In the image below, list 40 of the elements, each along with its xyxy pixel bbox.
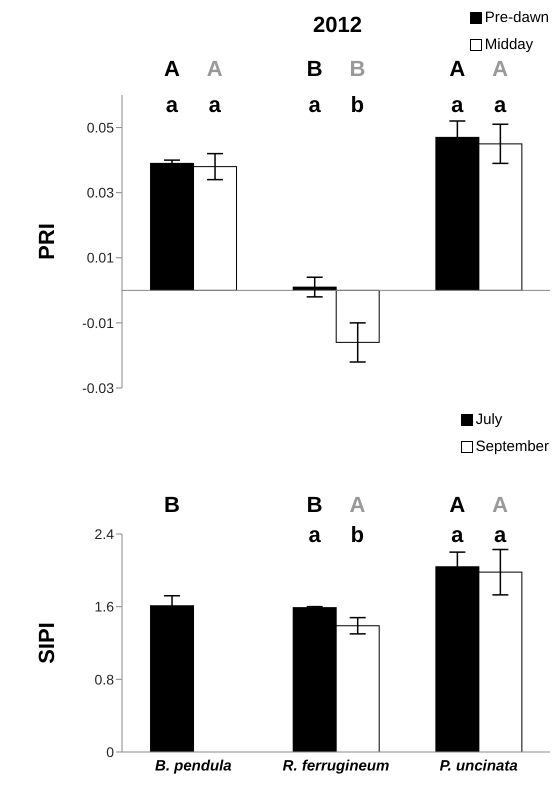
y-tick-label: 0.8	[94, 671, 114, 688]
y-axis-title: PRI	[34, 223, 59, 260]
annotation: a	[308, 522, 322, 547]
text: A	[492, 492, 508, 517]
annotation: a	[451, 92, 464, 117]
annotation: a	[208, 92, 222, 117]
text: A	[492, 56, 508, 81]
text: B	[306, 56, 323, 81]
y-axis-title: SIPI	[34, 622, 59, 664]
y-tick-label: 0.05	[86, 120, 114, 136]
text: A	[206, 56, 223, 81]
annotation: a	[308, 92, 322, 117]
legend-label: September	[476, 437, 549, 457]
annotation: a	[494, 92, 507, 117]
x-tick-label: B. pendula	[154, 758, 232, 775]
annotation: a	[494, 522, 507, 547]
annotation: b	[350, 92, 364, 117]
text: A	[449, 492, 466, 517]
y-tick-label: 2.4	[94, 526, 114, 542]
y-tick-label: 1.6	[94, 598, 114, 615]
y-tick-label: -0.03	[82, 380, 114, 396]
y-tick-label: -0.01	[82, 314, 114, 331]
y-tick-label: 0.01	[86, 250, 114, 266]
chart-title: 2012	[313, 12, 362, 37]
text: B	[164, 492, 180, 517]
y-tick-label: 0	[106, 744, 114, 760]
text: B	[349, 56, 366, 81]
annotation: a	[166, 92, 179, 117]
x-tick-label: P. uncinata	[440, 758, 518, 775]
text: A	[449, 56, 466, 81]
text: A	[164, 56, 180, 81]
annotation: b	[350, 522, 364, 547]
legend-label: Pre-dawn	[484, 8, 549, 28]
annotation: a	[451, 522, 464, 547]
text: B	[306, 492, 323, 517]
legend-label: Midday	[484, 36, 534, 53]
x-tick-label: R. ferrugineum	[282, 758, 390, 775]
legend-label: July	[476, 410, 502, 430]
text: A	[349, 492, 366, 517]
y-tick-label: 0.03	[86, 184, 114, 201]
